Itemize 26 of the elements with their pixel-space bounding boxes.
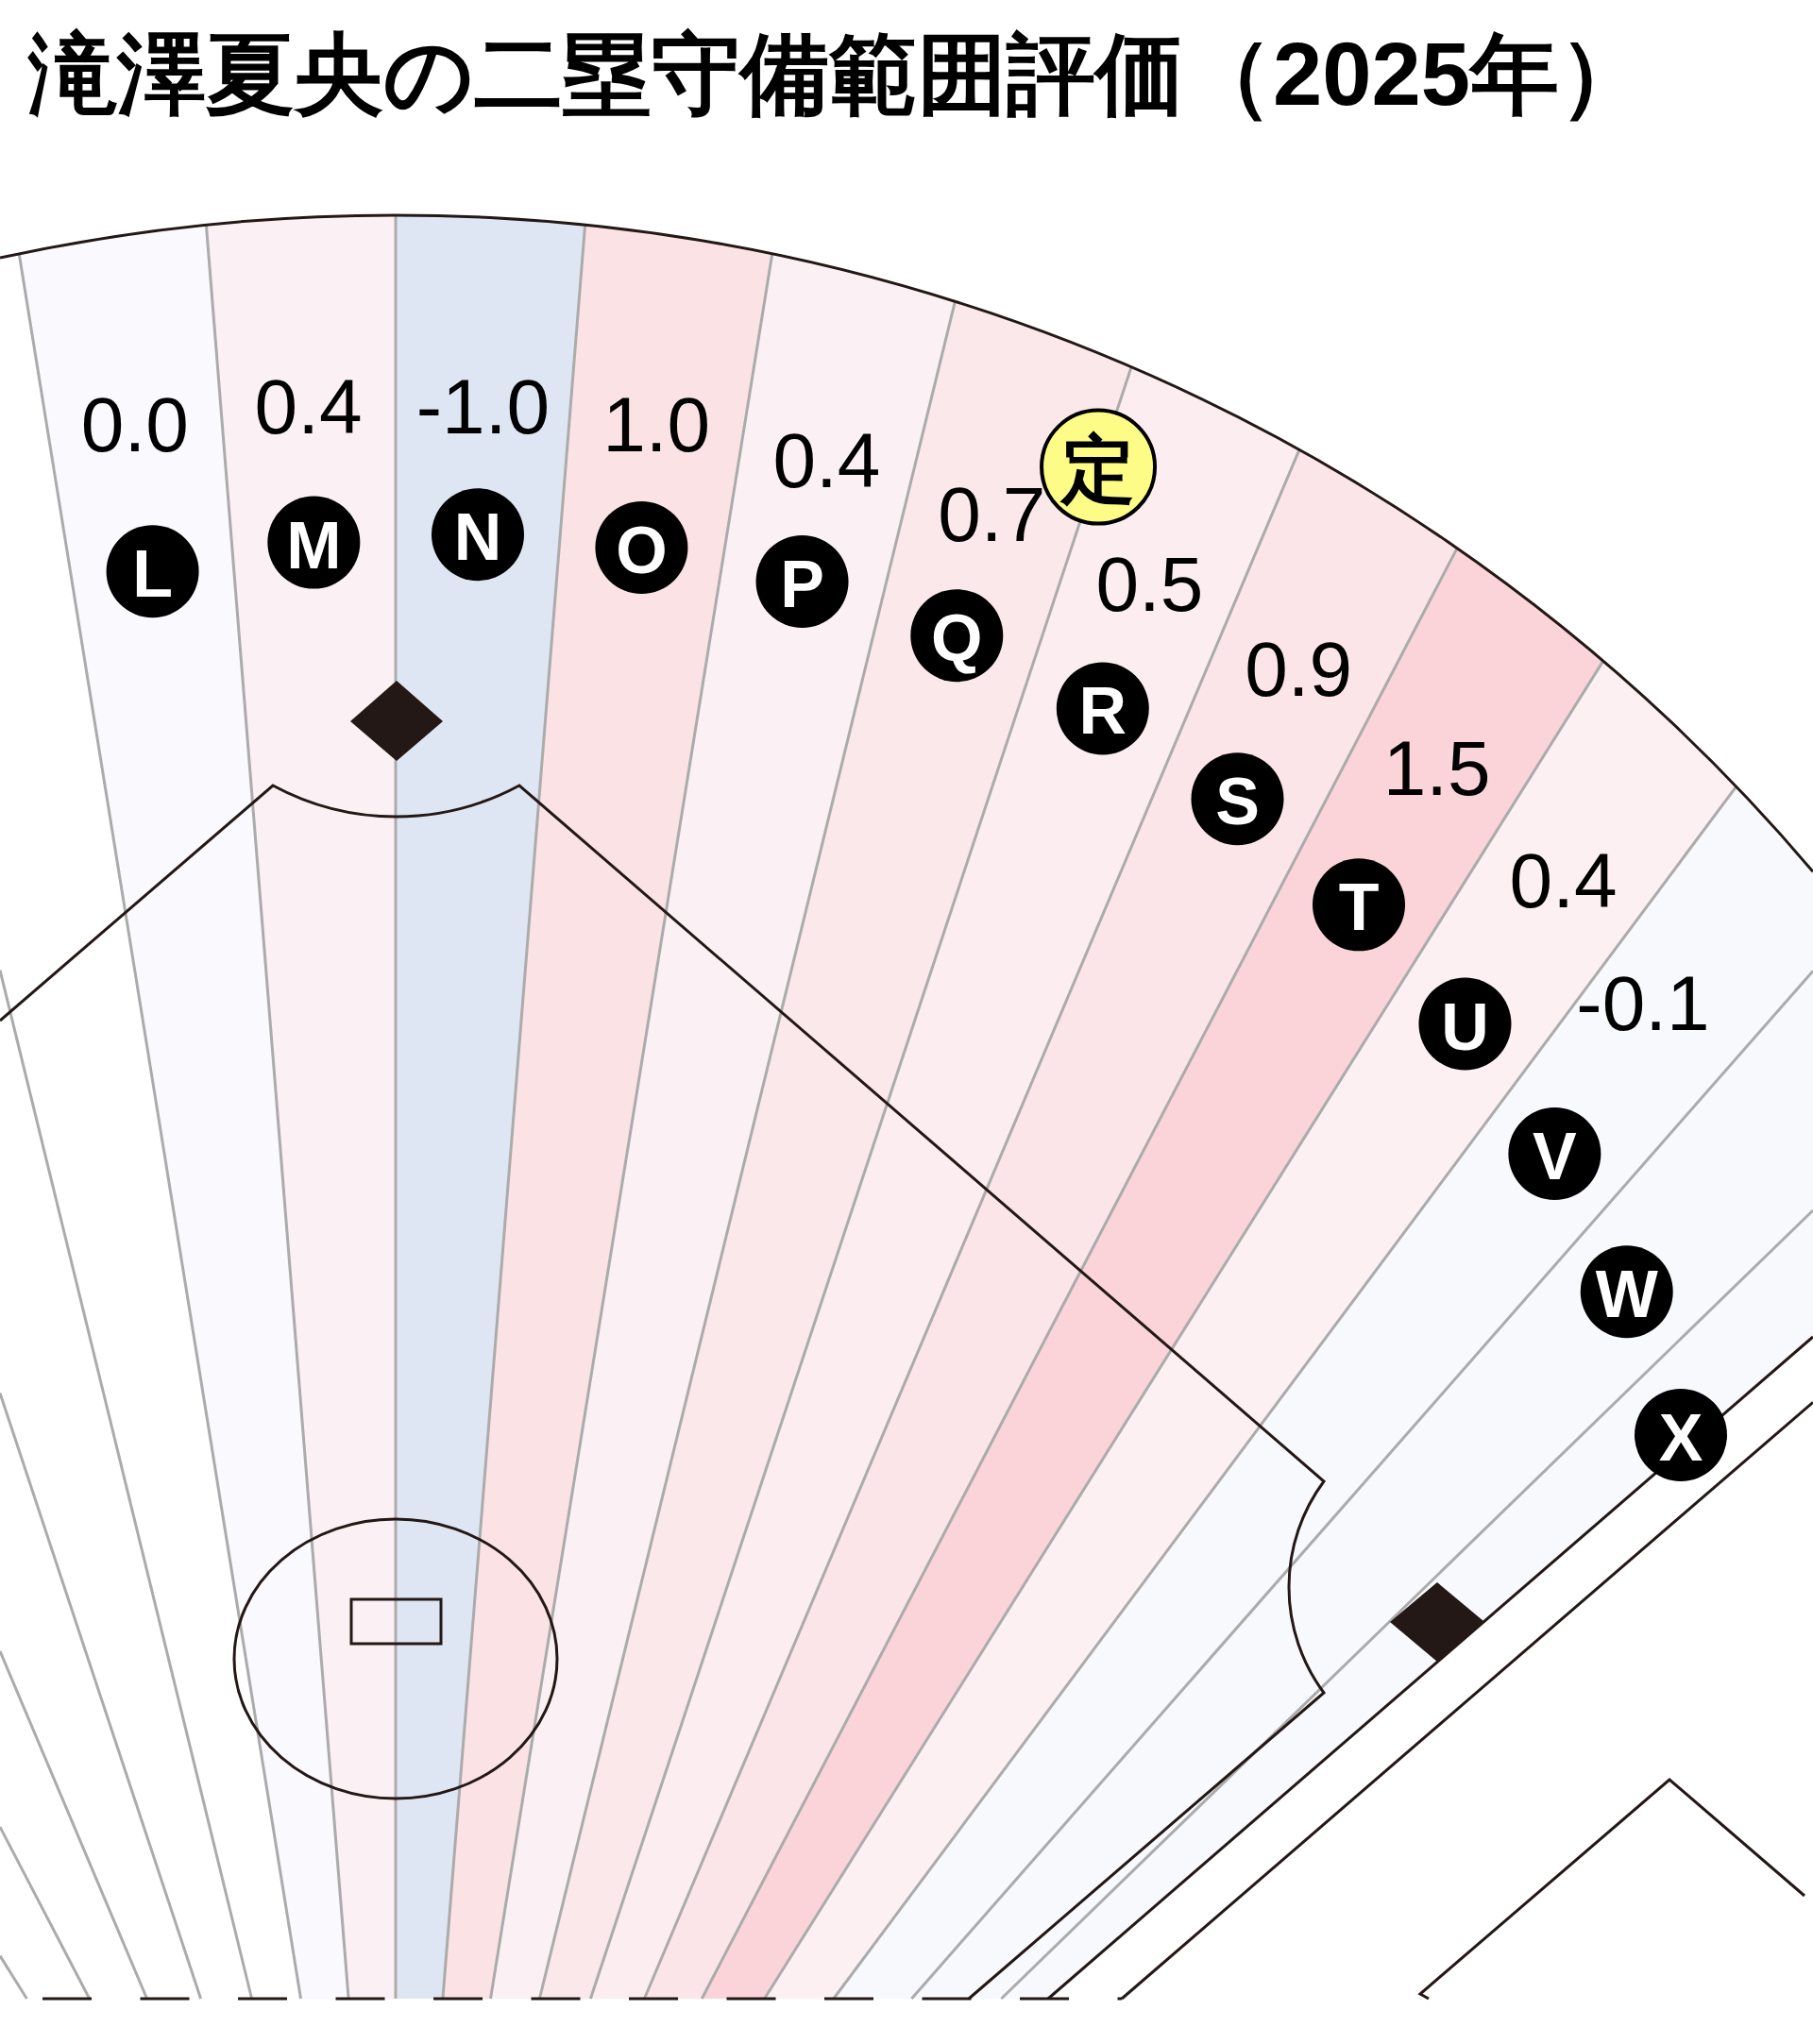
text: 滝澤夏央の二塁守備範囲評価（2025年） xyxy=(27,25,1649,124)
category-label: M xyxy=(286,508,342,583)
data-label: 0.4 xyxy=(1509,836,1618,923)
category-label: Q xyxy=(931,601,983,676)
data-label: 0.7 xyxy=(938,471,1046,558)
data-label: 0.5 xyxy=(1095,541,1204,628)
data-label: -0.1 xyxy=(1576,959,1710,1046)
category-label: W xyxy=(1595,1258,1658,1332)
data-label: -1.0 xyxy=(415,363,551,449)
category-label: U xyxy=(1441,989,1489,1064)
category-label: X xyxy=(1658,1400,1703,1475)
data-label: 0.0 xyxy=(80,381,189,468)
text: 定 xyxy=(1061,427,1136,511)
category-label: O xyxy=(616,514,668,588)
category-label: V xyxy=(1533,1120,1578,1194)
data-label: 0.9 xyxy=(1245,626,1353,713)
category-label: T xyxy=(1338,870,1380,945)
data-label: 1.0 xyxy=(602,381,711,468)
category-label: R xyxy=(1078,674,1127,749)
data-label: 0.4 xyxy=(772,417,881,504)
category-label: S xyxy=(1215,765,1260,839)
category-label: N xyxy=(453,500,502,575)
category-label: P xyxy=(780,547,824,621)
data-label: 0.4 xyxy=(254,363,363,449)
data-label: 1.5 xyxy=(1382,725,1491,812)
category-label: L xyxy=(132,537,173,612)
